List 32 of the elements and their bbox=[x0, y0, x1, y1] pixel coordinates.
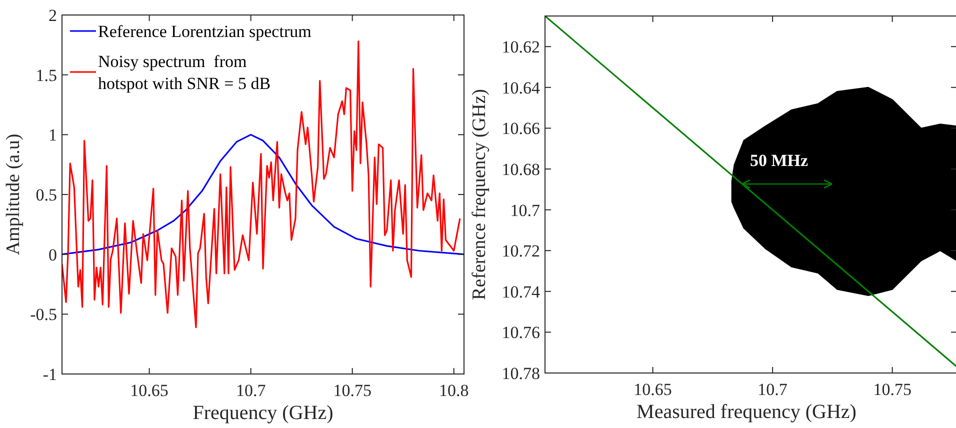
legend-label: Reference Lorentzian spectrum bbox=[98, 22, 312, 41]
x-tick-label: 10.75 bbox=[873, 380, 912, 399]
y-tick-label: 1.5 bbox=[36, 66, 57, 85]
y-tick-label: 10.66 bbox=[502, 119, 540, 138]
y-axis-title: Amplitude (a.u) bbox=[3, 134, 24, 256]
y-tick-label: 1 bbox=[48, 126, 57, 145]
y-tick-label: 2 bbox=[48, 6, 57, 25]
y-tick-label: -0.5 bbox=[30, 305, 57, 324]
x-tick-label: 10.8 bbox=[438, 381, 469, 400]
y-tick-label: 10.68 bbox=[502, 160, 540, 179]
x-tick-label: 10.65 bbox=[130, 381, 168, 400]
y-axis-title: Reference frequency (GHz) bbox=[469, 89, 490, 300]
y-tick-label: 0 bbox=[48, 245, 57, 264]
x-tick-label: 10.7 bbox=[236, 381, 266, 400]
y-tick-label: 10.74 bbox=[502, 282, 540, 302]
line-series bbox=[62, 40, 461, 328]
x-tick-label: 10.65 bbox=[634, 380, 672, 399]
y-tick-label: 10.76 bbox=[502, 323, 540, 342]
legend-label: Noisy spectrum from hotspot with SNR = 5 dB bbox=[98, 52, 271, 93]
y-tick-label: 10.62 bbox=[502, 38, 540, 57]
y-tick-label: 10.7 bbox=[510, 200, 540, 220]
x-axis-title: Frequency (GHz) bbox=[192, 402, 334, 424]
x-tick-label: 10.7 bbox=[758, 380, 788, 399]
x-axis-title: Measured frequency (GHz) bbox=[636, 401, 856, 423]
y-tick-label: 10.72 bbox=[502, 242, 540, 261]
annotation: 50 MHz bbox=[750, 151, 808, 170]
y-tick-label: 10.78 bbox=[502, 364, 540, 383]
y-tick-label: 10.64 bbox=[502, 78, 540, 98]
y-tick-label: 0.5 bbox=[36, 186, 57, 204]
line-series bbox=[62, 134, 464, 256]
x-tick-label: 10.75 bbox=[333, 381, 372, 400]
y-tick-label: -1 bbox=[42, 365, 57, 384]
